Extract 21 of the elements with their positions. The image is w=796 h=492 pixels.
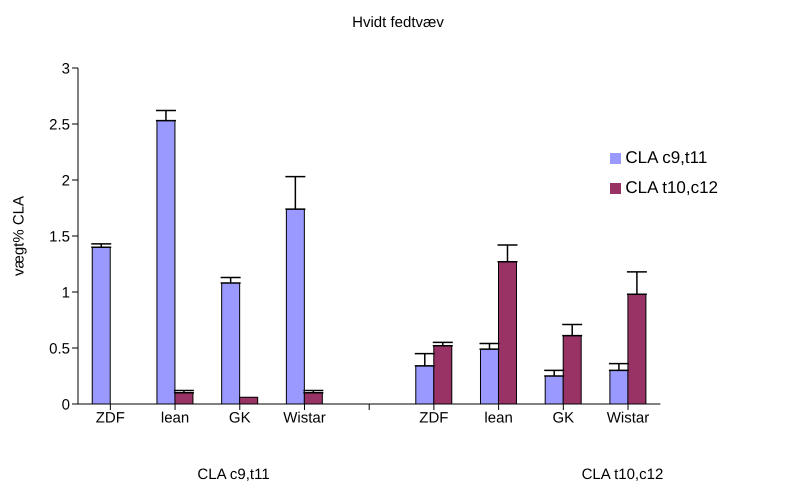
text: CLA t10,c12 bbox=[580, 466, 664, 483]
legend-label: CLA t10,c12 bbox=[625, 178, 718, 197]
y-tick-label: 2 bbox=[62, 172, 70, 190]
text: CLA c9,t11 bbox=[196, 466, 271, 483]
y-axis-title: vægt% CLA bbox=[10, 196, 28, 276]
legend-label: CLA c9,t11 bbox=[625, 148, 708, 167]
y-tick-label: 1 bbox=[62, 284, 70, 302]
x-tick-label: GK bbox=[552, 410, 574, 427]
x-tick-label: Wistar bbox=[283, 410, 326, 427]
y-tick-label: 2.5 bbox=[49, 116, 70, 134]
y-tick-label: 0.5 bbox=[49, 340, 70, 358]
x-tick-label: ZDF bbox=[419, 410, 448, 427]
x-tick-label: lean bbox=[160, 410, 190, 427]
y-tick-label: 0 bbox=[62, 396, 70, 414]
x-tick-label: Wistar bbox=[606, 410, 650, 427]
y-tick-label: 1.5 bbox=[49, 228, 70, 246]
x-tick-label: lean bbox=[484, 410, 513, 427]
chart-title: Hvidt fedtvæv bbox=[351, 14, 445, 31]
y-tick-label: 3 bbox=[62, 60, 70, 78]
x-tick-label: ZDF bbox=[96, 410, 125, 427]
x-tick-label: GK bbox=[228, 410, 251, 427]
